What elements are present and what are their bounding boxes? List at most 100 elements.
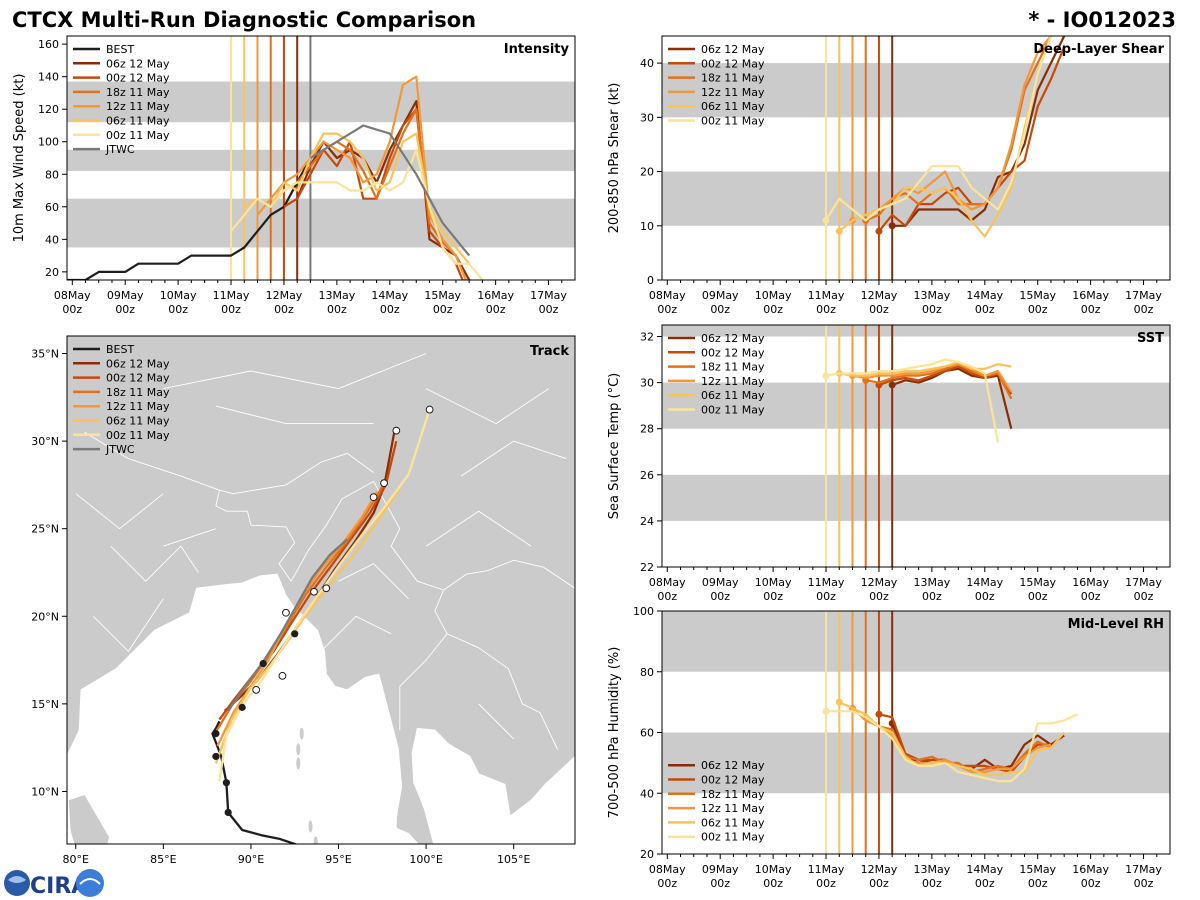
legend-label: 00z 11 May [701, 404, 765, 417]
legend-label: 18z 11 May [701, 361, 765, 374]
x-tick-label: 105°E [497, 853, 530, 866]
shaded-band [67, 198, 575, 248]
island [313, 836, 318, 844]
x-tick-label: 13May [914, 576, 951, 589]
x-tick-label: 17May [530, 289, 567, 302]
legend-label: JTWC [105, 143, 135, 156]
x-tick-sublabel: 00z [975, 303, 995, 316]
x-tick-label: 100°E [409, 853, 442, 866]
x-tick-sublabel: 00z [922, 303, 942, 316]
south-china-sea [540, 773, 575, 844]
y-tick-label: 20 [640, 166, 654, 179]
border-line [446, 633, 558, 750]
sri-lanka [68, 795, 109, 844]
x-tick-label: 08May [54, 289, 91, 302]
shaded-band [67, 81, 575, 123]
series-line [852, 36, 1052, 222]
x-tick-label: 95°E [325, 853, 351, 866]
best-track-point [212, 730, 220, 738]
series-line [230, 148, 484, 280]
series-line [878, 365, 1013, 395]
series-line [826, 710, 1078, 783]
x-tick-label: 17May [1125, 289, 1162, 302]
border-line [84, 431, 374, 495]
plot-frame [661, 324, 1171, 568]
y-tick-label: 160 [38, 38, 59, 51]
x-tick-label: 90°E [238, 853, 264, 866]
border-line [110, 545, 199, 582]
y-tick-label: 15°N [31, 698, 59, 711]
y-tick-label: 60 [640, 727, 654, 740]
legend-label: 18z 11 May [106, 86, 170, 99]
y-tick-label: 30 [640, 377, 654, 390]
map-area [67, 336, 575, 844]
border-line [425, 510, 532, 547]
border-line [92, 598, 164, 653]
shaded-band [662, 63, 1170, 118]
x-tick-sublabel: 00z [1081, 303, 1101, 316]
border-line [320, 615, 392, 652]
plot-frame [66, 335, 576, 845]
plot-area [67, 36, 575, 280]
x-tick-label: 10May [755, 576, 792, 589]
x-tick-sublabel: 00z [1081, 590, 1101, 603]
y-tick-label: 100 [38, 136, 59, 149]
panel-rh: 08May00z09May00z10May00z11May00z12May00z… [607, 605, 1171, 890]
best-track-point [259, 659, 267, 668]
border-line [443, 559, 575, 591]
legend-label: BEST [106, 43, 134, 56]
border-line [215, 405, 374, 425]
series-line [825, 358, 1000, 443]
x-tick-sublabel: 00z [274, 303, 294, 316]
forecast-point [278, 671, 287, 680]
x-tick-sublabel: 00z [486, 303, 506, 316]
legend-label: 18z 11 May [701, 788, 765, 801]
y-tick-label: 40 [640, 787, 654, 800]
legend-label: 06z 12 May [106, 57, 170, 70]
x-tick-label: 09May [702, 863, 739, 876]
init-point [875, 710, 883, 718]
x-tick-label: 15May [1019, 576, 1056, 589]
x-tick-sublabel: 00z [657, 877, 677, 890]
x-tick-label: 17May [1125, 863, 1162, 876]
island [296, 743, 301, 756]
legend-label: 18z 11 May [701, 72, 765, 85]
x-tick-label: 13May [319, 289, 356, 302]
best-track-point [212, 752, 220, 761]
x-tick-label: 12May [861, 863, 898, 876]
x-tick-sublabel: 00z [975, 590, 995, 603]
panel-title: Intensity [504, 42, 570, 57]
forecast-point [252, 685, 261, 694]
x-tick-sublabel: 00z [922, 590, 942, 603]
x-tick-label: 16May [477, 289, 514, 302]
panel-shear: 08May00z09May00z10May00z11May00z12May00z… [607, 35, 1171, 316]
x-tick-label: 17May [1125, 576, 1162, 589]
x-tick-sublabel: 00z [168, 303, 188, 316]
x-tick-sublabel: 00z [763, 590, 783, 603]
x-tick-label: 13May [914, 289, 951, 302]
legend-label: 12z 11 May [106, 100, 170, 113]
y-tick-label: 80 [640, 666, 654, 679]
x-tick-label: 11May [808, 289, 845, 302]
y-tick-label: 24 [640, 515, 654, 528]
legend-label: 06z 11 May [701, 816, 765, 829]
x-tick-sublabel: 00z [710, 590, 730, 603]
x-tick-label: 16May [1072, 576, 1109, 589]
x-tick-label: 14May [966, 576, 1003, 589]
y-axis-label: 200-850 hPa Shear (kt) [607, 83, 622, 234]
legend-label: 06z 12 May [701, 759, 765, 772]
x-tick-sublabel: 00z [1134, 590, 1154, 603]
storm-id: * - IO012023 [1028, 8, 1176, 32]
x-tick-sublabel: 00z [869, 303, 889, 316]
forecast-point [380, 479, 388, 488]
shaded-band [662, 474, 1170, 521]
island [308, 820, 313, 833]
series-line [309, 124, 471, 257]
legend-label: 00z 12 May [701, 346, 765, 359]
x-tick-sublabel: 00z [327, 303, 347, 316]
series-line [865, 36, 1052, 222]
init-point [822, 372, 830, 380]
